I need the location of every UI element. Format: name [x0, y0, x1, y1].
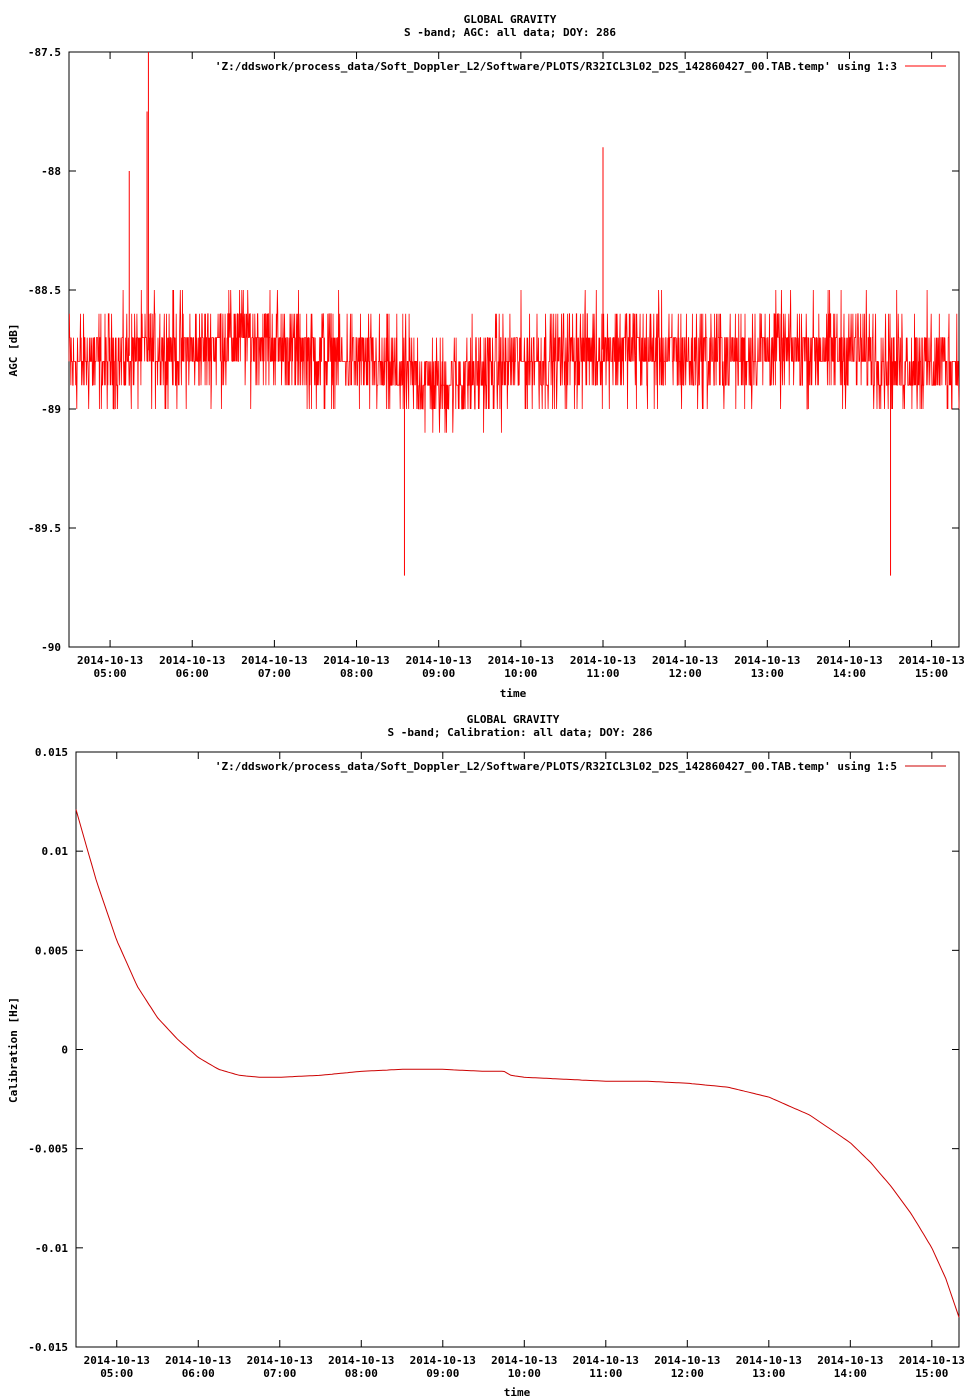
x-tick-time: 09:00 — [426, 1367, 459, 1380]
x-tick-date: 2014-10-13 — [247, 1354, 313, 1367]
y-tick-label: -88.5 — [28, 284, 61, 297]
calibration-chart: GLOBAL GRAVITY S -band; Calibration: all… — [7, 713, 965, 1399]
y-tick-label: 0.005 — [35, 944, 68, 957]
calibration-y-axis-label: Calibration [Hz] — [7, 997, 20, 1103]
x-tick-date: 2014-10-13 — [817, 1354, 883, 1367]
x-tick-date: 2014-10-13 — [491, 1354, 557, 1367]
x-tick-time: 07:00 — [263, 1367, 296, 1380]
calibration-chart-subtitle: S -band; Calibration: all data; DOY: 286 — [388, 726, 653, 739]
x-tick-date: 2014-10-13 — [159, 654, 225, 667]
calibration-legend-label: 'Z:/ddswork/process_data/Soft_Doppler_L2… — [215, 760, 897, 773]
calibration-y-ticks: 0.015 0.01 0.005 0 -0.005 -0.01 -0.015 — [28, 746, 959, 1354]
calibration-series-group — [75, 809, 960, 1318]
agc-x-ticks: 2014-10-1305:002014-10-1306:002014-10-13… — [77, 52, 965, 680]
x-tick-date: 2014-10-13 — [488, 654, 554, 667]
y-tick-label: -89.5 — [28, 522, 61, 535]
calibration-legend: 'Z:/ddswork/process_data/Soft_Doppler_L2… — [215, 760, 946, 773]
y-tick-label: -0.005 — [28, 1143, 68, 1156]
x-tick-time: 15:00 — [915, 1367, 948, 1380]
y-tick-label: -0.015 — [28, 1341, 68, 1354]
calibration-x-ticks: 2014-10-1305:002014-10-1306:002014-10-13… — [84, 752, 965, 1380]
agc-series-group — [68, 52, 960, 576]
y-tick-label: -88 — [41, 165, 61, 178]
x-tick-date: 2014-10-13 — [323, 654, 389, 667]
x-tick-date: 2014-10-13 — [241, 654, 307, 667]
calibration-plot-frame — [75, 751, 960, 1348]
y-tick-label: -0.01 — [35, 1242, 68, 1255]
y-tick-label: 0.015 — [35, 746, 68, 759]
x-tick-date: 2014-10-13 — [652, 654, 718, 667]
agc-y-ticks: -87.5 -88 -88.5 -89 -89.5 -90 — [28, 46, 959, 654]
x-tick-time: 07:00 — [258, 667, 291, 680]
calibration-series-line — [75, 809, 960, 1318]
x-tick-time: 08:00 — [340, 667, 373, 680]
x-tick-date: 2014-10-13 — [736, 1354, 802, 1367]
x-tick-time: 05:00 — [94, 667, 127, 680]
x-tick-date: 2014-10-13 — [406, 654, 472, 667]
x-tick-time: 12:00 — [669, 667, 702, 680]
x-tick-date: 2014-10-13 — [816, 654, 882, 667]
y-tick-label: 0 — [61, 1044, 68, 1057]
calibration-chart-title: GLOBAL GRAVITY — [467, 713, 560, 726]
agc-legend: 'Z:/ddswork/process_data/Soft_Doppler_L2… — [215, 60, 946, 73]
agc-x-axis-label: time — [500, 687, 527, 700]
x-tick-time: 15:00 — [915, 667, 948, 680]
x-tick-date: 2014-10-13 — [570, 654, 636, 667]
agc-chart: GLOBAL GRAVITY S -band; AGC: all data; D… — [7, 13, 965, 700]
calibration-x-axis-label: time — [504, 1386, 531, 1399]
x-tick-time: 13:00 — [752, 1367, 785, 1380]
y-tick-label: -90 — [41, 641, 61, 654]
x-tick-time: 12:00 — [671, 1367, 704, 1380]
x-tick-time: 10:00 — [508, 1367, 541, 1380]
x-tick-time: 14:00 — [833, 667, 866, 680]
agc-y-axis-label: AGC [dB] — [7, 324, 20, 377]
x-tick-date: 2014-10-13 — [898, 654, 964, 667]
x-tick-date: 2014-10-13 — [77, 654, 143, 667]
x-tick-time: 06:00 — [176, 667, 209, 680]
x-tick-date: 2014-10-13 — [899, 1354, 965, 1367]
agc-chart-subtitle: S -band; AGC: all data; DOY: 286 — [404, 26, 616, 39]
agc-legend-label: 'Z:/ddswork/process_data/Soft_Doppler_L2… — [215, 60, 897, 73]
x-tick-time: 13:00 — [751, 667, 784, 680]
x-tick-time: 09:00 — [422, 667, 455, 680]
x-tick-date: 2014-10-13 — [328, 1354, 394, 1367]
x-tick-time: 08:00 — [345, 1367, 378, 1380]
y-tick-label: 0.01 — [42, 845, 69, 858]
x-tick-time: 10:00 — [504, 667, 537, 680]
agc-chart-title: GLOBAL GRAVITY — [464, 13, 557, 26]
y-tick-label: -89 — [41, 403, 61, 416]
agc-series-line — [68, 289, 960, 433]
x-tick-time: 14:00 — [834, 1367, 867, 1380]
x-tick-date: 2014-10-13 — [165, 1354, 231, 1367]
x-tick-date: 2014-10-13 — [734, 654, 800, 667]
x-tick-date: 2014-10-13 — [84, 1354, 150, 1367]
x-tick-time: 11:00 — [589, 1367, 622, 1380]
x-tick-time: 11:00 — [586, 667, 619, 680]
y-tick-label: -87.5 — [28, 46, 61, 59]
x-tick-date: 2014-10-13 — [654, 1354, 720, 1367]
x-tick-time: 05:00 — [100, 1367, 133, 1380]
x-tick-date: 2014-10-13 — [410, 1354, 476, 1367]
x-tick-date: 2014-10-13 — [573, 1354, 639, 1367]
x-tick-time: 06:00 — [182, 1367, 215, 1380]
